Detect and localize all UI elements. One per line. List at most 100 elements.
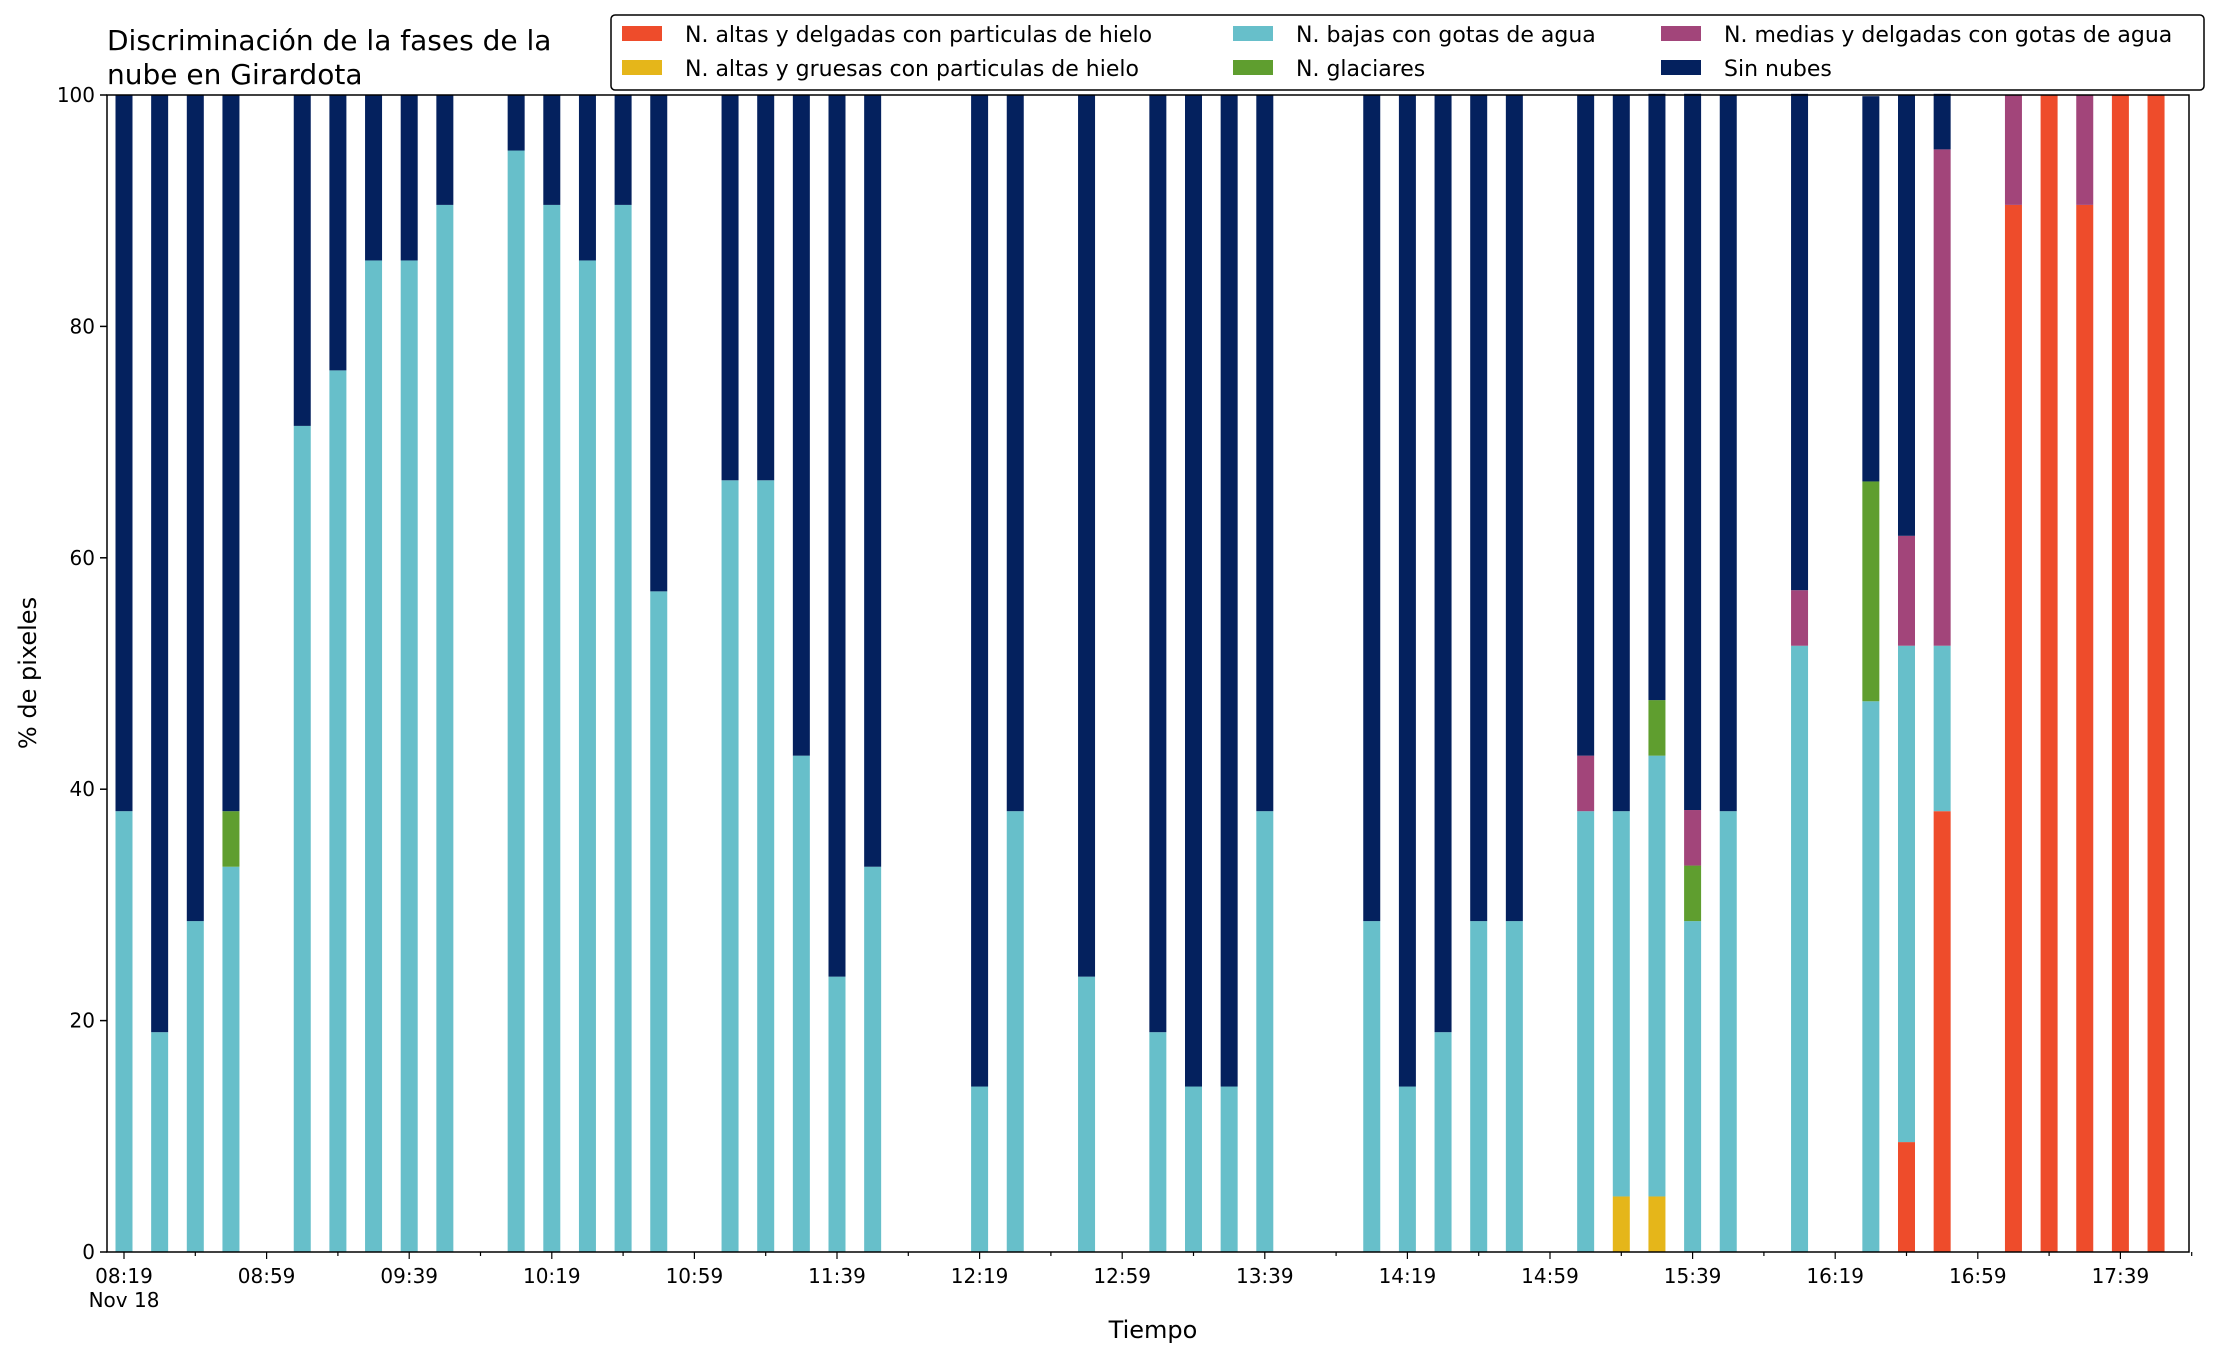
bar-segment-series-3-slot-43 bbox=[1648, 700, 1666, 756]
y-axis-label: % de pixeles bbox=[14, 597, 42, 749]
bar-segment-series-2-slot-17 bbox=[721, 480, 739, 1252]
bar-segment-series-5-slot-32 bbox=[1256, 95, 1274, 812]
legend-swatch bbox=[622, 26, 662, 41]
bar-segment-series-5-slot-14 bbox=[614, 95, 632, 205]
bar-segment-series-2-slot-5 bbox=[293, 425, 311, 1252]
bar-segment-series-5-slot-13 bbox=[578, 95, 596, 261]
bar-segment-series-2-slot-50 bbox=[1898, 645, 1915, 1143]
bar-segment-series-2-slot-9 bbox=[436, 204, 454, 1252]
bar-segment-series-5-slot-1 bbox=[151, 95, 169, 1033]
bar-segment-series-5-slot-2 bbox=[186, 95, 204, 922]
bar-segment-series-5-slot-51 bbox=[1933, 93, 1951, 150]
bar-segment-series-5-slot-47 bbox=[1791, 93, 1809, 591]
bar-segment-series-2-slot-32 bbox=[1256, 811, 1274, 1252]
bar-segment-series-5-slot-11 bbox=[507, 95, 525, 151]
bar-segment-series-5-slot-6 bbox=[329, 95, 347, 371]
bar-segment-series-5-slot-37 bbox=[1434, 95, 1452, 1033]
bars-layer bbox=[115, 93, 2165, 1252]
bar-segment-series-4-slot-41 bbox=[1577, 755, 1595, 812]
bar-segment-series-2-slot-41 bbox=[1577, 811, 1595, 1252]
bar-segment-series-2-slot-18 bbox=[757, 480, 775, 1252]
bar-segment-series-5-slot-19 bbox=[792, 95, 810, 756]
x-tick-label: 15:39 bbox=[1664, 1264, 1722, 1288]
bar-segment-series-2-slot-14 bbox=[614, 204, 632, 1252]
bar-segment-series-2-slot-29 bbox=[1149, 1032, 1167, 1252]
bar-segment-series-5-slot-49 bbox=[1862, 96, 1880, 482]
legend-item: N. bajas con gotas de agua bbox=[1233, 23, 1596, 48]
bar-segment-series-2-slot-36 bbox=[1398, 1086, 1416, 1252]
legend: N. altas y delgadas con particulas de hi… bbox=[610, 14, 2205, 91]
bar-segment-series-5-slot-41 bbox=[1577, 95, 1595, 756]
legend-label: N. medias y delgadas con gotas de agua bbox=[1724, 23, 2172, 48]
y-tick-label: 40 bbox=[70, 777, 95, 801]
y-tick-label: 60 bbox=[70, 546, 95, 570]
legend-item: N. glaciares bbox=[1233, 57, 1425, 82]
bar-segment-series-4-slot-51 bbox=[1933, 149, 1951, 646]
bar-segment-series-2-slot-43 bbox=[1648, 755, 1666, 1197]
legend-swatch bbox=[1661, 60, 1701, 75]
bar-segment-series-5-slot-42 bbox=[1612, 95, 1630, 812]
x-tick-label: 17:39 bbox=[2092, 1264, 2150, 1288]
bar-segment-series-2-slot-38 bbox=[1470, 921, 1488, 1252]
bar-segment-series-2-slot-31 bbox=[1220, 1086, 1238, 1252]
bar-segment-series-2-slot-42 bbox=[1612, 811, 1630, 1197]
chart-title-line-2: nube en Girardota bbox=[107, 58, 362, 91]
bar-segment-series-5-slot-39 bbox=[1505, 95, 1523, 922]
bar-segment-series-2-slot-7 bbox=[365, 260, 383, 1252]
bar-segment-series-5-slot-35 bbox=[1363, 95, 1381, 922]
bar-segment-series-2-slot-13 bbox=[578, 260, 596, 1252]
x-axis-label: Tiempo bbox=[1108, 1316, 1198, 1344]
bar-segment-series-0-slot-55 bbox=[2076, 204, 2094, 1252]
bar-segment-series-5-slot-15 bbox=[650, 95, 668, 592]
bar-segment-series-2-slot-39 bbox=[1505, 921, 1523, 1252]
bar-segment-series-0-slot-57 bbox=[2147, 95, 2165, 1252]
y-tick-label: 80 bbox=[70, 314, 95, 338]
chart-title-line-1: Discriminación de la fases de la bbox=[107, 24, 551, 57]
bar-segment-series-5-slot-44 bbox=[1684, 93, 1702, 811]
x-tick-label: 08:19 bbox=[95, 1264, 153, 1288]
legend-item: N. medias y delgadas con gotas de agua bbox=[1661, 23, 2172, 48]
bar-segment-series-2-slot-35 bbox=[1363, 921, 1381, 1252]
legend-label: N. bajas con gotas de agua bbox=[1296, 23, 1596, 48]
bar-segment-series-2-slot-19 bbox=[792, 755, 810, 1252]
legend-item: Sin nubes bbox=[1661, 57, 1832, 82]
bar-segment-series-2-slot-24 bbox=[971, 1086, 989, 1252]
bar-segment-series-5-slot-45 bbox=[1719, 95, 1737, 812]
x-tick-label: 12:19 bbox=[951, 1264, 1009, 1288]
legend-swatch bbox=[1233, 26, 1273, 41]
bar-segment-series-5-slot-9 bbox=[436, 95, 454, 205]
bar-segment-series-5-slot-18 bbox=[757, 95, 775, 481]
bar-segment-series-2-slot-1 bbox=[151, 1032, 169, 1252]
bar-segment-series-2-slot-47 bbox=[1791, 645, 1809, 1252]
x-tick-label: 11:39 bbox=[808, 1264, 866, 1288]
bar-segment-series-3-slot-49 bbox=[1862, 481, 1880, 702]
x-tick-label: 10:59 bbox=[666, 1264, 724, 1288]
bar-segment-series-2-slot-6 bbox=[329, 370, 347, 1252]
bar-segment-series-0-slot-50 bbox=[1898, 1142, 1915, 1252]
bar-segment-series-3-slot-3 bbox=[222, 811, 240, 867]
bar-segment-series-2-slot-0 bbox=[115, 811, 133, 1252]
bar-segment-series-5-slot-17 bbox=[721, 95, 739, 481]
bar-segment-series-5-slot-27 bbox=[1078, 95, 1096, 977]
bar-segment-series-0-slot-54 bbox=[2040, 95, 2058, 1252]
bar-segment-series-2-slot-12 bbox=[543, 204, 561, 1252]
bar-segment-series-5-slot-7 bbox=[365, 95, 383, 261]
legend-item: N. altas y gruesas con particulas de hie… bbox=[622, 57, 1139, 82]
bar-segment-series-2-slot-3 bbox=[222, 866, 240, 1252]
bar-segment-series-5-slot-24 bbox=[971, 95, 989, 1087]
bar-segment-series-1-slot-43 bbox=[1648, 1196, 1666, 1252]
bar-segment-series-0-slot-56 bbox=[2111, 95, 2129, 1252]
bar-segment-series-5-slot-5 bbox=[293, 95, 311, 426]
bar-segment-series-5-slot-29 bbox=[1149, 95, 1167, 1033]
bar-segment-series-5-slot-20 bbox=[828, 95, 846, 977]
bar-segment-series-2-slot-51 bbox=[1933, 645, 1951, 812]
legend-swatch bbox=[1661, 26, 1701, 41]
x-tick-label: 16:59 bbox=[1949, 1264, 2007, 1288]
bar-segment-series-2-slot-20 bbox=[828, 976, 846, 1252]
x-tick-label: 08:59 bbox=[238, 1264, 296, 1288]
bar-segment-series-2-slot-11 bbox=[507, 150, 525, 1252]
y-tick-label: 20 bbox=[70, 1009, 95, 1033]
bar-segment-series-5-slot-38 bbox=[1470, 95, 1488, 922]
bar-segment-series-2-slot-15 bbox=[650, 591, 668, 1252]
